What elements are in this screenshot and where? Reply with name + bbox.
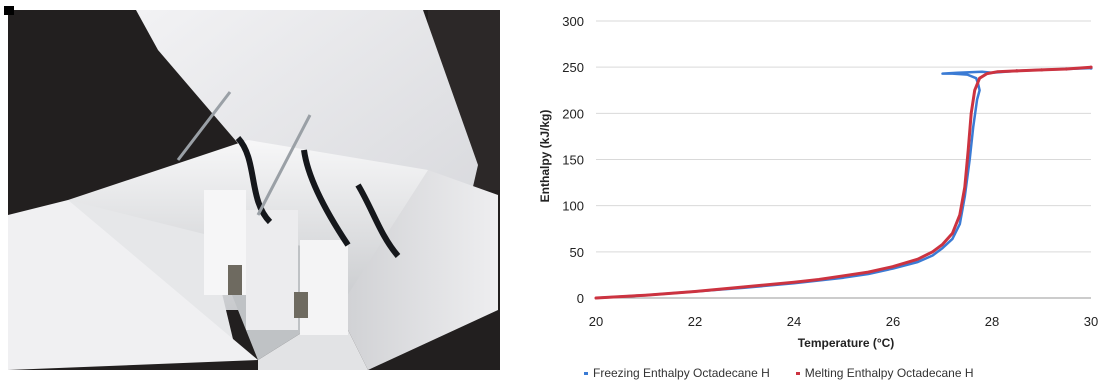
y-tick-label: 100 bbox=[562, 199, 584, 214]
enthalpy-chart: 0 50 100 150 200 250 300 20 22 24 26 28 30 Temperat… bbox=[522, 0, 1101, 383]
series-line-freezing bbox=[594, 66, 1093, 300]
y-tick-label: 0 bbox=[577, 291, 584, 306]
y-tick-label: 250 bbox=[562, 60, 584, 75]
chart-legend: Freezing Enthalpy Octadecane H Melting E… bbox=[584, 366, 974, 380]
series-point bbox=[1089, 65, 1093, 69]
photo-foam-box bbox=[8, 10, 500, 370]
legend-label-freezing: Freezing Enthalpy Octadecane H bbox=[593, 366, 770, 380]
series-point bbox=[1064, 67, 1068, 71]
x-tick-label: 30 bbox=[1084, 314, 1098, 329]
legend-label-melting: Melting Enthalpy Octadecane H bbox=[804, 366, 974, 380]
x-tick-label: 26 bbox=[886, 314, 900, 329]
y-tick-label: 200 bbox=[562, 106, 584, 121]
y-tick-label: 300 bbox=[562, 14, 584, 29]
x-tick-labels: 20 22 24 26 28 30 bbox=[589, 314, 1098, 329]
y-axis-title: Enthalpy (kJ/kg) bbox=[538, 110, 552, 203]
series-point bbox=[1015, 69, 1019, 73]
legend-item-freezing: Freezing Enthalpy Octadecane H bbox=[584, 366, 770, 380]
grid-lines bbox=[596, 20, 1091, 299]
y-tick-label: 150 bbox=[562, 153, 584, 168]
x-tick-label: 24 bbox=[787, 314, 801, 329]
corner-mark bbox=[4, 6, 14, 15]
y-tick-label: 50 bbox=[570, 245, 584, 260]
insulated-foam-box-icon bbox=[8, 10, 500, 370]
y-tick-labels: 0 50 100 150 200 250 300 bbox=[562, 14, 584, 306]
legend-marker-melting bbox=[795, 371, 800, 375]
x-tick-label: 28 bbox=[985, 314, 999, 329]
legend-item-melting: Melting Enthalpy Octadecane H bbox=[795, 366, 974, 380]
series-line-melting bbox=[594, 65, 1093, 300]
series-lines bbox=[594, 65, 1093, 300]
x-tick-label: 20 bbox=[589, 314, 603, 329]
x-tick-label: 22 bbox=[688, 314, 702, 329]
legend-marker-freezing bbox=[584, 371, 588, 375]
series-point bbox=[1039, 68, 1044, 72]
x-axis-title: Temperature (°C) bbox=[798, 336, 895, 350]
enthalpy-chart-svg: 0 50 100 150 200 250 300 20 22 24 26 28 30 Temperat… bbox=[538, 14, 1098, 350]
